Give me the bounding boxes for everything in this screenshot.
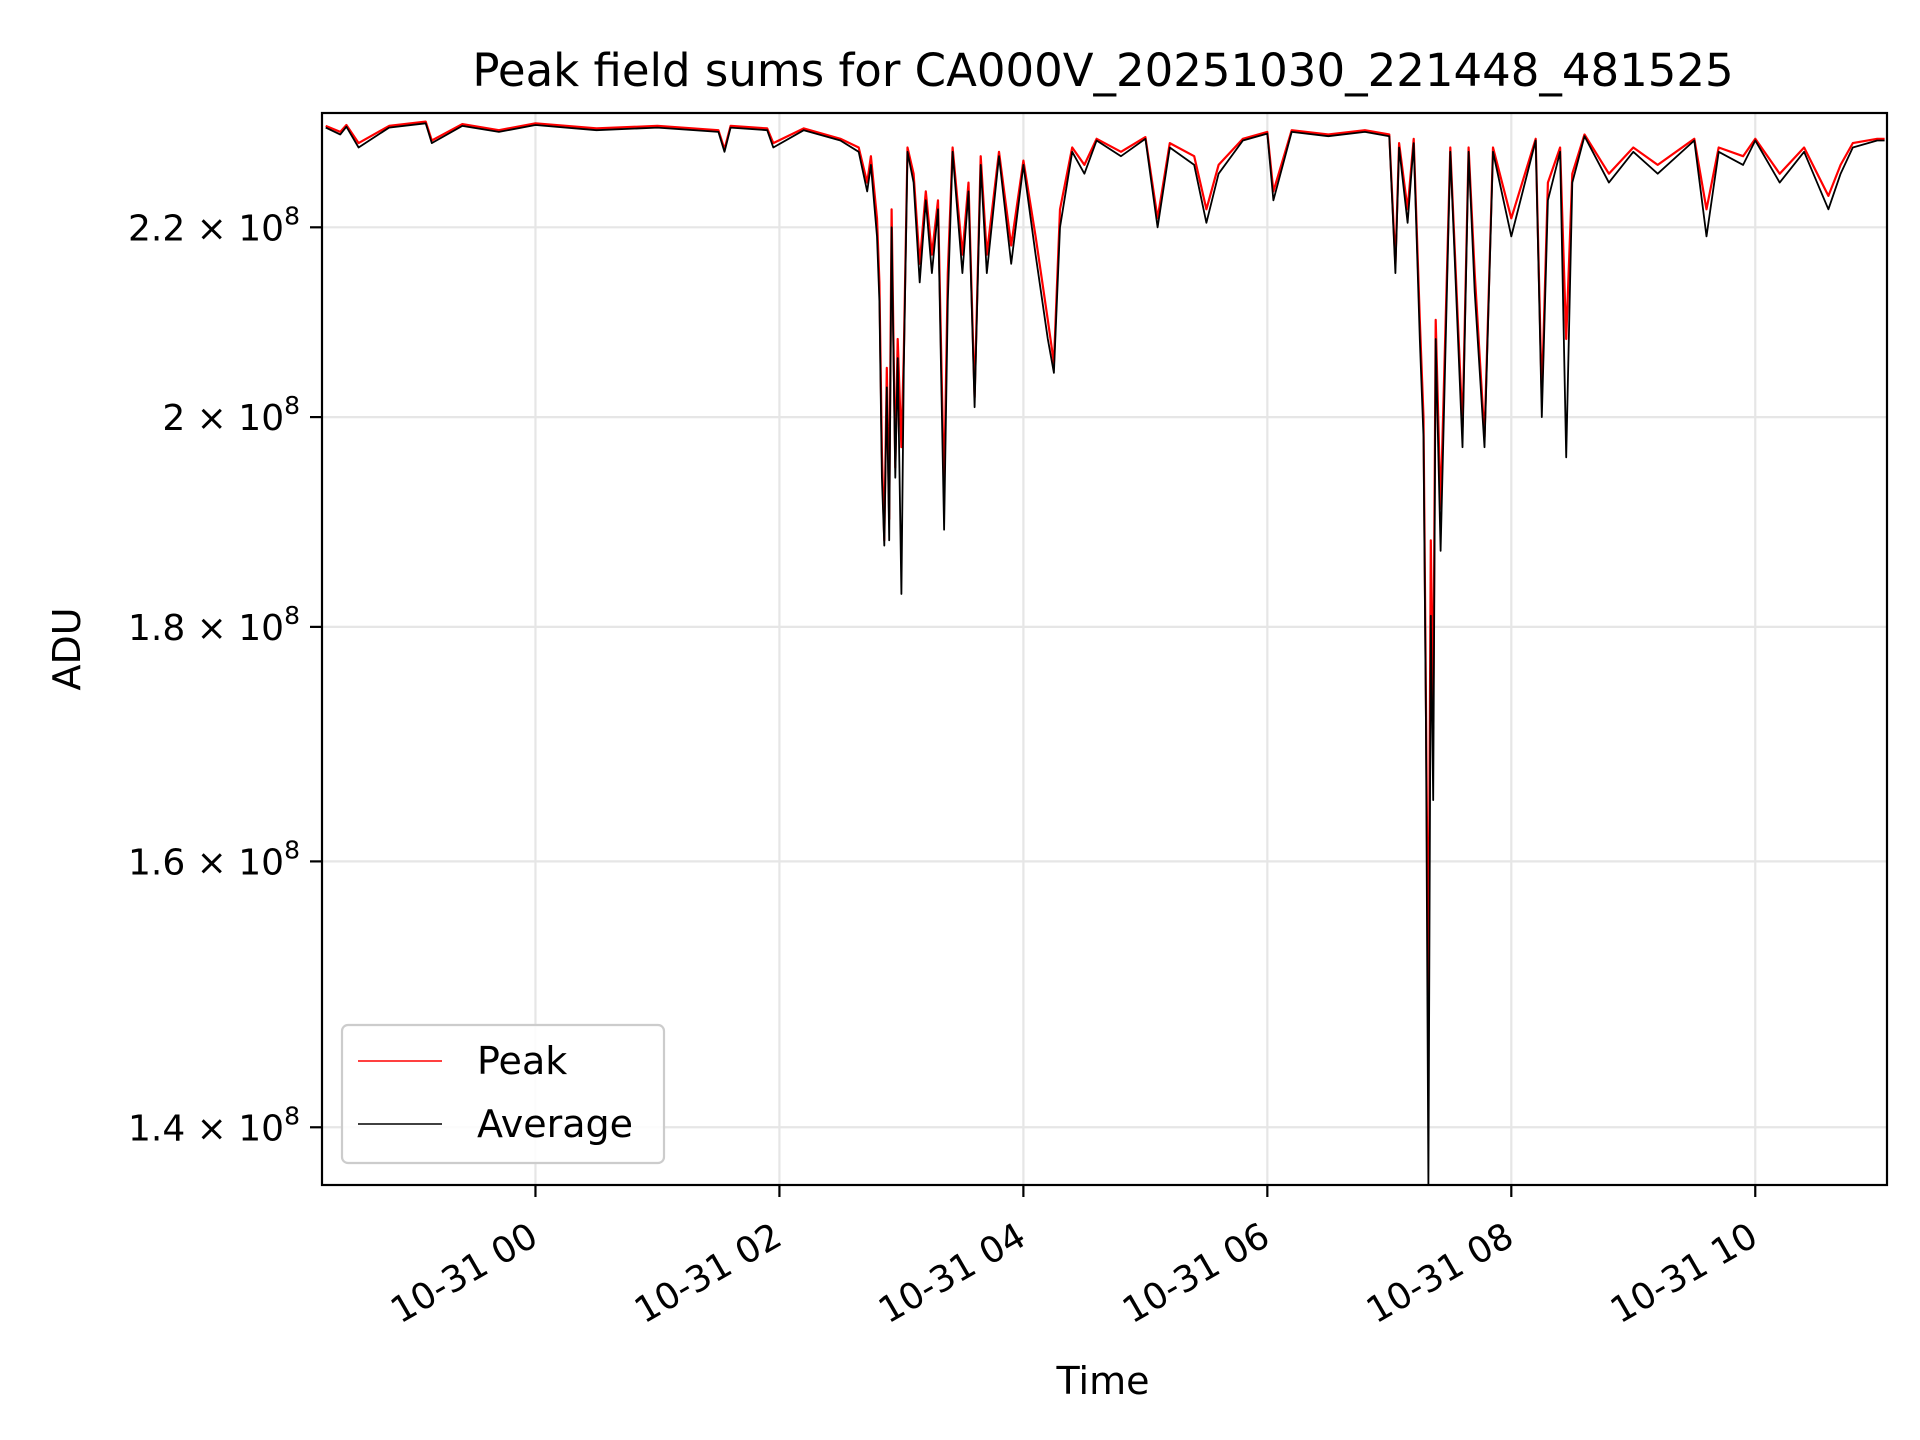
plot-frame <box>320 111 1889 1187</box>
y-grid <box>322 226 1887 1129</box>
legend-peak-label: Peak <box>477 1039 567 1083</box>
legend-average-label: Average <box>477 1102 633 1146</box>
y-axis: 1.4 × 108 1.6 × 108 1.8 × 108 2 × 108 2.2 × … <box>128 201 322 1149</box>
series-line-peak <box>325 120 1885 1005</box>
y-tick-label: 1.6 × 108 <box>128 835 300 883</box>
legend-box <box>340 1023 666 1165</box>
x-grid <box>534 113 1757 1185</box>
series-layer <box>325 120 1885 1185</box>
legend: Peak Average <box>340 1023 666 1165</box>
y-tick-label: 1.8 × 108 <box>128 601 300 649</box>
y-axis-label: ADU <box>45 607 89 690</box>
y-tick-label: 2.2 × 108 <box>128 201 300 249</box>
chart-title: Peak field sums for CA000V_20251030_2214… <box>472 44 1733 97</box>
x-axis-label: Time <box>1056 1359 1150 1403</box>
y-tick-label: 2 × 108 <box>162 391 300 439</box>
y-tick-label: 1.4 × 108 <box>128 1101 300 1149</box>
series-line-average <box>325 122 1885 1185</box>
